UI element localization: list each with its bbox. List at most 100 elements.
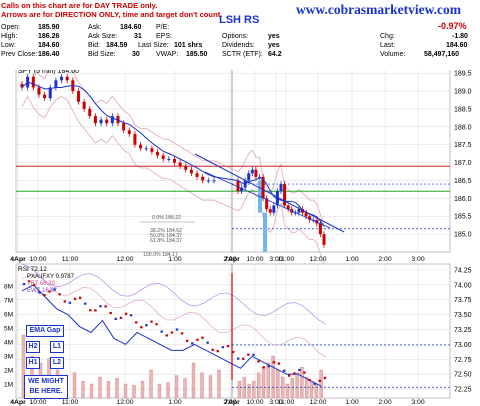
- candle-body: [139, 144, 143, 149]
- lower-candle: [282, 369, 286, 372]
- legend-series-2: TBT 66.39: [27, 281, 56, 287]
- price-x-tick-label: 12:00: [116, 256, 133, 263]
- price-x-tick-label: 11:00: [278, 256, 295, 263]
- candle-body: [127, 130, 131, 134]
- price-plot-frame: [15, 65, 451, 253]
- lower-y-tick-label: 72.75: [454, 357, 472, 364]
- lower-candle: [211, 348, 214, 351]
- volume-bar: [309, 381, 314, 399]
- sctr-label: SCTR (ETF):: [222, 51, 263, 58]
- candle-body: [308, 216, 312, 220]
- l1-label: L1: [50, 341, 64, 353]
- candle-body: [37, 87, 41, 95]
- candle-body: [144, 148, 148, 150]
- candle-body: [247, 173, 251, 181]
- ask-label: Ask:: [88, 24, 102, 31]
- open-label: Open:: [1, 24, 21, 31]
- fib-level-label: 50.0% 184.37: [150, 233, 182, 239]
- lower-candle: [145, 324, 148, 327]
- price-y-tick-label: 187.5: [454, 142, 472, 149]
- trading-notice: Calls on this chart are for DAY TRADE on…: [1, 1, 225, 19]
- candle-body: [261, 176, 265, 199]
- candle-body: [283, 184, 287, 206]
- volume-bar: [276, 369, 280, 399]
- lower-candle: [267, 365, 270, 368]
- we-might-text: WE MIGHT: [28, 378, 64, 385]
- lower-candle: [277, 362, 281, 365]
- price-x-tick-label: 12:00: [309, 256, 326, 263]
- lower-candle: [237, 357, 240, 360]
- lower-candle: [84, 302, 87, 305]
- lower-x-tick-label: 7Apr: [224, 399, 240, 406]
- candle-body: [150, 148, 154, 152]
- last-value: 184.60: [446, 42, 468, 49]
- lower-candle: [135, 321, 138, 324]
- open-value: 185.90: [38, 24, 60, 31]
- lower-candle: [262, 366, 265, 369]
- prev-close-label: Prev Close:: [1, 51, 38, 58]
- lower-candle: [22, 283, 26, 286]
- lower-candle: [48, 290, 51, 293]
- candle-body: [116, 116, 120, 124]
- volume-label: Volume:: [380, 51, 406, 58]
- lower-y-tick-label: 73.25: [454, 327, 472, 334]
- candle-body: [167, 159, 171, 160]
- volume-bar: [266, 362, 270, 399]
- price-y-tick-label: 186.0: [454, 196, 472, 203]
- candle-body: [254, 169, 258, 177]
- candle-body: [318, 223, 322, 235]
- lower-candle: [27, 280, 31, 283]
- rsi-title: RSI 72.12: [18, 266, 47, 273]
- website-url[interactable]: www.cobrasmarketview.com: [296, 2, 461, 17]
- price-y-tick-label: 188.5: [454, 106, 472, 113]
- lower-candle: [216, 350, 219, 353]
- highlight-bar-2: [263, 212, 267, 252]
- candle-body: [88, 108, 92, 117]
- price-x-tick-label: 1:00: [168, 256, 181, 263]
- price-x-tick-label: 2:00: [378, 256, 391, 263]
- lower-candle: [272, 361, 276, 364]
- lower-candle: [73, 297, 77, 300]
- trendline-lower: [204, 171, 331, 229]
- pe-label: P/E:: [156, 24, 170, 31]
- lower-x-tick-label: 12:00: [309, 399, 326, 406]
- candle-body: [195, 173, 199, 177]
- chg-value: -1.80: [452, 33, 468, 40]
- volume-tick-label: 1M: [4, 382, 13, 389]
- lower-y-tick-label: 72.25: [454, 387, 472, 394]
- lower-x-tick-label: 2:00: [223, 399, 236, 406]
- volume-bar: [237, 381, 242, 399]
- ask-size-value: 31: [134, 33, 142, 40]
- lower-candle: [124, 312, 128, 315]
- candle-body: [301, 209, 304, 213]
- lower-candle: [109, 311, 112, 315]
- last-size-label: Last Size:: [138, 42, 169, 49]
- volume-bar: [208, 375, 213, 399]
- be-here-text: BE HERE.: [29, 388, 63, 395]
- volume-bar: [166, 382, 170, 399]
- lower-candle: [313, 382, 316, 385]
- lower-candle: [58, 293, 61, 296]
- price-y-tick-label: 189.0: [454, 89, 472, 96]
- candle-body: [315, 219, 319, 224]
- candle-body: [293, 212, 297, 214]
- lower-candle: [226, 345, 230, 348]
- price-x-tick-label: 10:00: [246, 256, 263, 263]
- lower-x-tick-label: 11:00: [62, 399, 79, 406]
- lower-candle: [186, 339, 189, 342]
- volume-bar: [149, 369, 153, 399]
- l2-label: L2: [50, 357, 64, 369]
- bid-value: 184.59: [106, 42, 128, 49]
- candle-body: [31, 76, 35, 88]
- lower-candle: [303, 371, 306, 374]
- vwap-value: 185.50: [186, 51, 208, 58]
- last-label: Last:: [380, 42, 396, 49]
- lower-candle: [257, 360, 260, 363]
- volume-bar: [157, 383, 162, 399]
- change-percent: -0.97%: [438, 21, 467, 31]
- lower-candle: [165, 334, 168, 337]
- h1-label: H1: [26, 357, 40, 369]
- lower-candle: [94, 309, 97, 312]
- volume-tick-label: 7M: [4, 298, 13, 305]
